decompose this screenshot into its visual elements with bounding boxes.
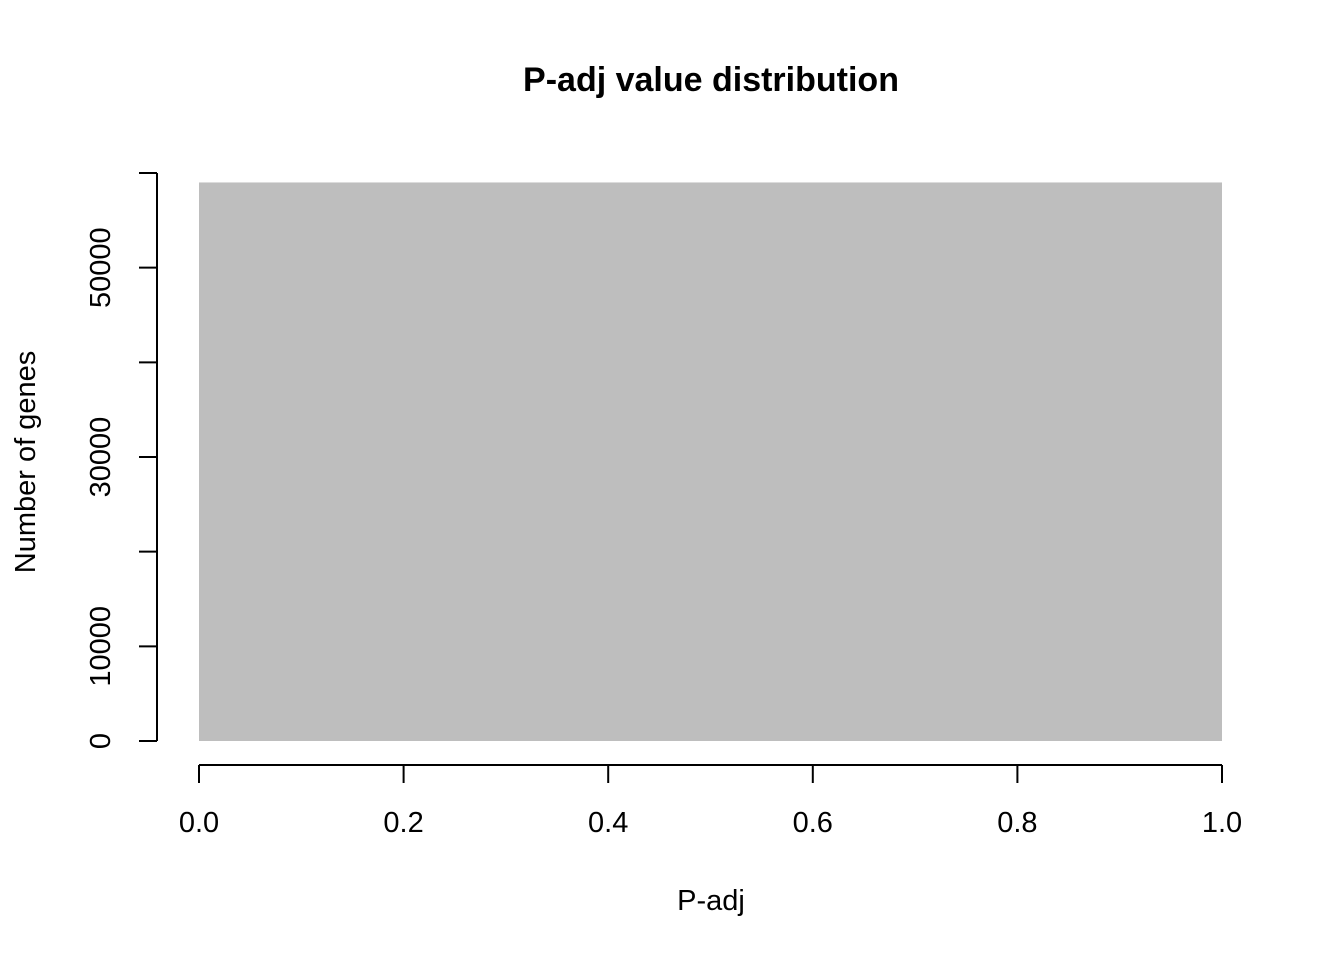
y-axis-label: Number of genes xyxy=(10,351,42,573)
x-axis: 0.0 0.2 0.4 0.6 0.8 1.0 xyxy=(179,764,1242,839)
x-tick-label: 0.0 xyxy=(179,807,219,839)
x-tick-label: 0.2 xyxy=(383,807,423,839)
y-tick-label: 50000 xyxy=(85,227,117,308)
x-tick-label: 0.6 xyxy=(793,807,833,839)
x-tick-label: 1.0 xyxy=(1202,807,1242,839)
y-tick-label: 0 xyxy=(85,733,117,749)
x-tick-label: 0.8 xyxy=(997,807,1037,839)
histogram-bar-0 xyxy=(199,182,1222,741)
y-tick-label: 10000 xyxy=(85,606,117,687)
y-axis: 0 10000 30000 50000 xyxy=(85,172,158,749)
x-tick-label: 0.4 xyxy=(588,807,628,839)
y-tick-label: 30000 xyxy=(85,417,117,498)
chart-title: P-adj value distribution xyxy=(523,61,899,99)
x-axis-label: P-adj xyxy=(677,885,745,917)
histogram-bars xyxy=(199,182,1222,741)
